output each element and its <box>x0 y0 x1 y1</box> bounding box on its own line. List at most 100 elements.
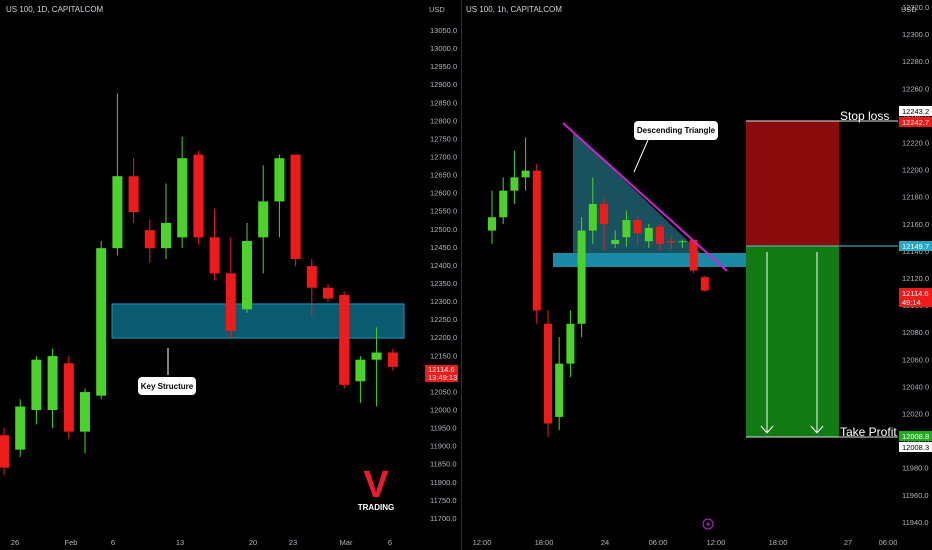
key-structure-box <box>111 303 405 339</box>
price-tick-label: 12150.0 <box>430 351 457 360</box>
time-tick-label: 6 <box>111 538 115 547</box>
candle-down <box>532 170 541 311</box>
candle-up <box>488 217 496 231</box>
price-tick-label: 11980.0 <box>902 464 929 473</box>
tp-tag-a: 12008.8 <box>902 432 929 441</box>
left-chart-panel[interactable]: US 100, 1D, CAPITALCOM USD 13050.0 13000.… <box>0 0 462 550</box>
v-trading-logo: V TRADING <box>358 464 394 512</box>
price-tick-label: 11850.0 <box>430 460 457 469</box>
candle-up <box>177 158 188 238</box>
lightning-icon[interactable] <box>702 518 714 530</box>
panel-divider[interactable] <box>461 0 462 550</box>
left-price-tag-bg <box>425 365 458 382</box>
time-tick-label: Mar <box>340 538 353 547</box>
candle-up <box>161 222 171 249</box>
price-tick-label: 12300.0 <box>902 30 929 39</box>
candle-up <box>371 352 382 360</box>
left-price-axis[interactable]: 13050.0 13000.0 12950.0 12900.0 12850.0 12800… <box>430 26 457 523</box>
support-zone <box>553 253 746 267</box>
price-tick-label: 13050.0 <box>430 26 457 35</box>
take-profit-area <box>746 246 839 437</box>
price-tick-label: 12800.0 <box>430 116 457 125</box>
candle-up <box>521 170 530 178</box>
price-tick-label: 12450.0 <box>430 243 457 252</box>
tp-tag-a-bg <box>899 431 932 441</box>
candle-down <box>387 352 398 367</box>
price-tick-label: 12140.0 <box>902 247 929 256</box>
stop-tag-a: 12243.2 <box>902 107 929 116</box>
candle-up <box>577 230 586 324</box>
time-tick-label: 12:00 <box>473 538 492 547</box>
candle-down <box>667 241 676 243</box>
candle-down <box>700 277 709 291</box>
tp-tag-b-bg <box>899 442 932 452</box>
right-price-tags: 12243.2 12242.7 12149.7 12114.6 49:14 12… <box>899 106 932 452</box>
right-chart-panel[interactable]: Descending Triangle Stop loss Take Profi… <box>462 0 932 550</box>
left-price-tag: 12114.6 13:49:13 <box>425 365 458 382</box>
arrow-down-icon <box>810 425 824 434</box>
candle-up <box>499 190 508 218</box>
candle-down <box>128 176 139 213</box>
candle-up <box>644 227 653 242</box>
left-countdown-tag: 13:49:13 <box>428 373 457 382</box>
candle-up <box>611 239 620 244</box>
candle-up <box>31 359 42 411</box>
candle-down <box>144 230 155 249</box>
candle-down <box>209 237 220 274</box>
left-time-axis[interactable]: 26 Feb 6 13 20 23 Mar 6 <box>11 538 392 547</box>
price-tick-label: 12280.0 <box>902 57 929 66</box>
price-tick-label: 12260.0 <box>902 84 929 93</box>
price-tick-label: 12900.0 <box>430 80 457 89</box>
price-tick-label: 12060.0 <box>902 355 929 364</box>
candle-up <box>47 356 58 411</box>
price-tick-label: 11750.0 <box>430 496 457 505</box>
entry-tag-bg <box>899 241 932 251</box>
time-tick-label: Feb <box>65 538 78 547</box>
take-profit-zone <box>746 246 839 437</box>
candle-up <box>112 176 123 249</box>
price-tick-label: 11940.0 <box>902 518 929 527</box>
time-tick-label: 26 <box>11 538 19 547</box>
triangle-label-bg <box>634 121 718 140</box>
right-candles <box>488 137 709 437</box>
tp-tag-b: 12008.3 <box>902 443 929 452</box>
arrow-down-icon <box>760 425 774 434</box>
price-tick-label: 12350.0 <box>430 279 457 288</box>
price-tick-label: 12020.0 <box>902 410 929 419</box>
price-tick-label: 12000.0 <box>430 405 457 414</box>
price-tick-label: 12180.0 <box>902 193 929 202</box>
candle-up <box>555 363 564 417</box>
time-tick-label: 18:00 <box>769 538 788 547</box>
right-chart-canvas[interactable]: Descending Triangle Stop loss Take Profi… <box>462 0 932 550</box>
key-structure-label-bg <box>138 377 196 395</box>
price-tick-label: 12550.0 <box>430 207 457 216</box>
right-time-axis[interactable]: 12:00 18:00 24 06:00 12:00 18:00 27 06:00 <box>473 538 898 547</box>
candle-down <box>63 363 74 432</box>
time-tick-label: 06:00 <box>879 538 898 547</box>
price-tick-label: 12300.0 <box>430 297 457 306</box>
take-profit-label: Take Profit <box>840 425 897 439</box>
descending-trendline <box>562 122 728 272</box>
stop-loss-zone <box>746 121 839 246</box>
price-tick-label: 12000.0 <box>902 437 929 446</box>
key-structure-zone <box>111 303 405 339</box>
price-tick-label: 12700.0 <box>430 152 457 161</box>
candle-down <box>689 239 698 271</box>
left-chart-canvas[interactable]: US 100, 1D, CAPITALCOM USD 13050.0 13000.… <box>0 0 462 550</box>
countdown-tag: 49:14 <box>902 298 921 307</box>
time-tick-label: 23 <box>289 538 297 547</box>
candle-down <box>323 287 333 299</box>
price-tick-label: 12500.0 <box>430 225 457 234</box>
time-tick-label: 27 <box>844 538 852 547</box>
candle-down <box>193 154 204 238</box>
logo-letter: V <box>363 464 389 506</box>
time-tick-label: 6 <box>388 538 392 547</box>
right-symbol-title: US 100, 1h, CAPITALCOM <box>466 5 562 14</box>
price-tick-label: 12320.0 <box>902 3 929 12</box>
stop-loss-label: Stop loss <box>840 109 889 123</box>
stop-tag-b-bg <box>899 117 932 127</box>
time-tick-label: 12:00 <box>707 538 726 547</box>
price-tick-label: 11700.0 <box>430 514 457 523</box>
price-tick-label: 12250.0 <box>430 315 457 324</box>
time-tick-label: 18:00 <box>535 538 554 547</box>
